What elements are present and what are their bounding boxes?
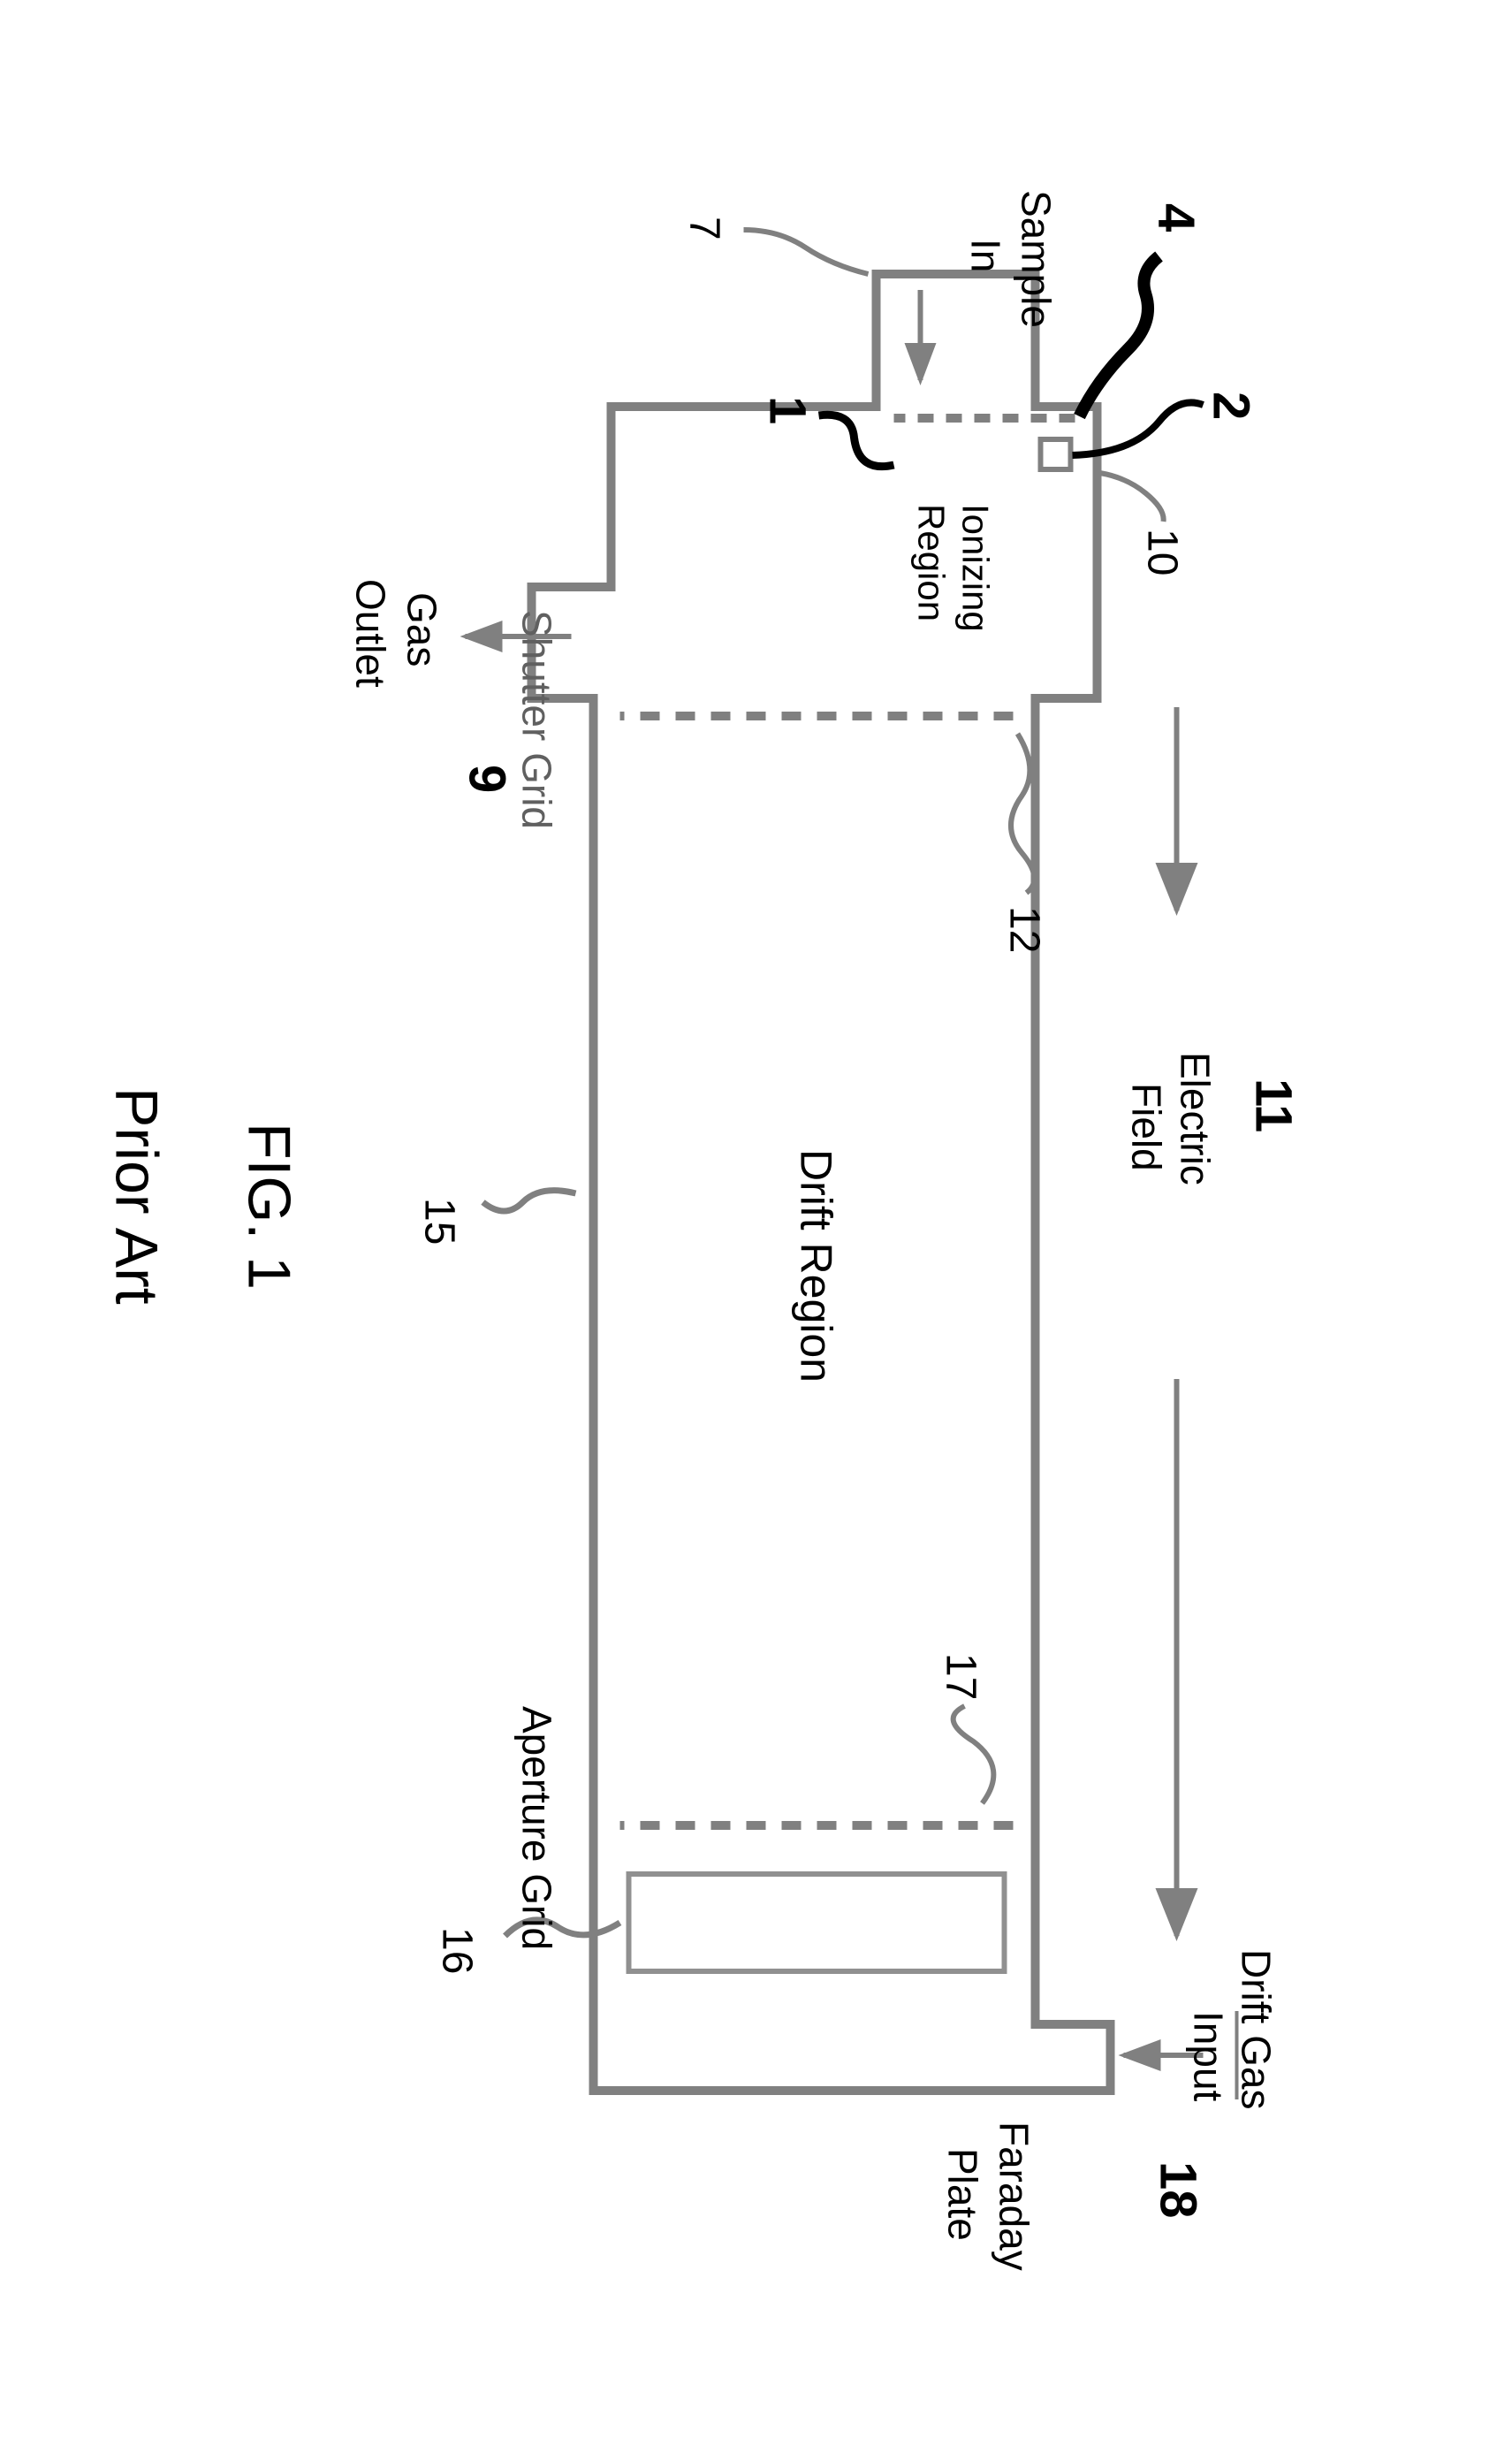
sample-in-label-1: Sample	[1013, 190, 1059, 328]
ref-17: 17	[937, 1653, 984, 1700]
lead-15	[482, 1191, 575, 1211]
gas-outlet-label-1: Gas	[399, 592, 444, 667]
faraday-label-2: Plate	[939, 2148, 985, 2241]
drift-gas-label-2: Input	[1185, 2011, 1231, 2102]
ref-9: 9	[458, 765, 515, 793]
ref-12: 12	[1000, 906, 1047, 953]
figure-caption: FIG. 1	[235, 1123, 302, 1290]
ref-15: 15	[415, 1198, 462, 1245]
figure-subcaption: Prior Art	[103, 1087, 170, 1305]
faraday-plate	[628, 1874, 1004, 1971]
lead-4	[1079, 256, 1159, 416]
ionizing-label-2: Region	[910, 504, 952, 621]
drift-region-label: Drift Region	[791, 1149, 840, 1383]
drift-gas-label-1: Drift Gas	[1233, 1949, 1279, 2109]
ionizing-label-1: Ionizing	[954, 504, 996, 632]
diagram-svg: Sample In Gas Outlet Drift Gas Input Far…	[0, 0, 1512, 2438]
ref-10: 10	[1138, 529, 1185, 575]
ref-16: 16	[433, 1927, 480, 1974]
ionizing-source-square	[1040, 439, 1070, 469]
electric-field-label-2: Field	[1123, 1083, 1169, 1171]
gas-outlet-label-2: Outlet	[347, 579, 393, 688]
ref-7: 7	[680, 217, 727, 240]
ref-1: 1	[758, 396, 816, 424]
ref-4: 4	[1147, 203, 1204, 232]
electric-field-label-1: Electric	[1172, 1052, 1218, 1185]
sample-in-label-2: In	[962, 239, 1008, 272]
lead-12	[1011, 734, 1034, 893]
figure-stage: Sample In Gas Outlet Drift Gas Input Far…	[0, 0, 1512, 2438]
aperture-grid-label: Aperture Grid	[513, 1706, 559, 1950]
lead-17	[953, 1706, 993, 1803]
ref-18: 18	[1149, 2161, 1206, 2219]
shutter-grid-label: Shutter Grid	[513, 610, 559, 829]
lead-1	[818, 415, 893, 466]
lead-7	[743, 230, 868, 274]
ref-2: 2	[1202, 392, 1259, 420]
faraday-label-1: Faraday	[991, 2122, 1037, 2271]
lead-10	[1099, 473, 1163, 522]
ref-11: 11	[1244, 1078, 1302, 1132]
